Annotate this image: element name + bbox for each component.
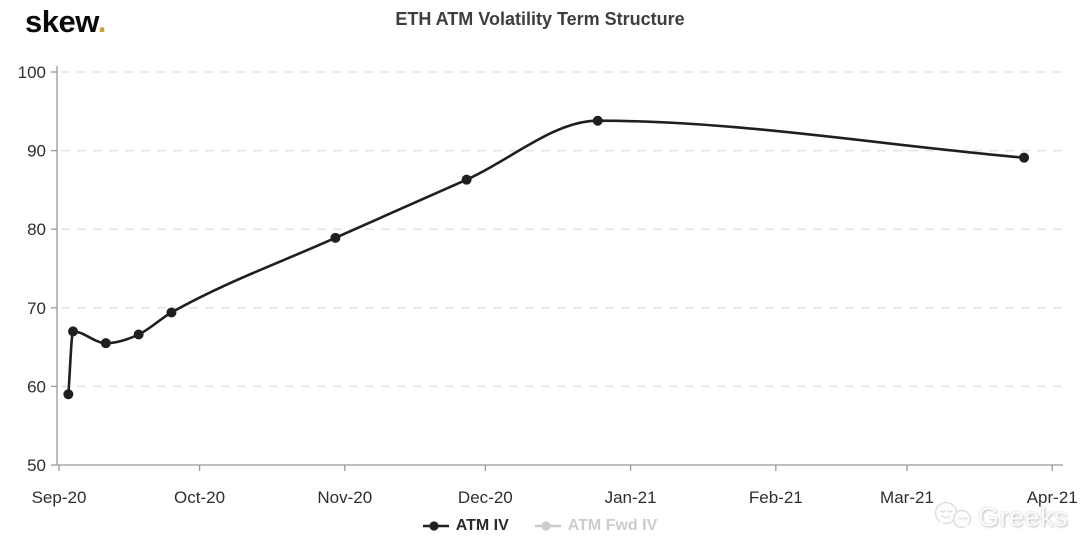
- x-tick-label: Nov-20: [317, 488, 372, 507]
- data-point[interactable]: [63, 389, 74, 400]
- y-tick-label: 90: [27, 142, 46, 161]
- legend-marker-atm-fwd-iv: [534, 521, 561, 531]
- x-tick-label: Sep-20: [32, 488, 87, 507]
- chart-title: ETH ATM Volatility Term Structure: [395, 9, 685, 29]
- data-point[interactable]: [133, 329, 144, 340]
- y-tick-label: 100: [18, 63, 46, 82]
- chat-bubbles-icon: [934, 501, 972, 530]
- skew-logo: skew.: [25, 2, 106, 42]
- series-line-atm-iv: [67, 119, 1026, 396]
- x-tick-label: Mar-21: [880, 488, 934, 507]
- legend-marker-atm-iv: [422, 521, 449, 531]
- legend-label-atm-iv: ATM IV: [455, 517, 509, 534]
- legend-label-atm-fwd-iv: ATM Fwd IV: [567, 517, 658, 534]
- data-point[interactable]: [100, 338, 111, 349]
- logo-dot: .: [97, 4, 107, 39]
- data-point[interactable]: [68, 326, 79, 337]
- y-tick-label: 60: [27, 377, 46, 396]
- y-tick-label: 70: [27, 299, 46, 318]
- y-tick-label: 80: [27, 220, 46, 239]
- data-point[interactable]: [166, 307, 177, 318]
- x-tick-label: Feb-21: [749, 488, 803, 507]
- watermark-text: Greeks: [977, 501, 1068, 532]
- x-tick-label: Jan-21: [605, 488, 657, 507]
- y-tick-label: 50: [27, 456, 46, 475]
- chart-legend: ATM IV ATM Fwd IV: [0, 517, 1080, 535]
- data-point[interactable]: [461, 174, 472, 185]
- data-point[interactable]: [330, 232, 341, 243]
- watermark: Greeks: [931, 500, 1068, 534]
- x-tick-label: Dec-20: [458, 488, 513, 507]
- data-point[interactable]: [1019, 152, 1030, 163]
- x-tick-label: Oct-20: [174, 488, 225, 507]
- legend-item-atm-fwd-iv[interactable]: ATM Fwd IV: [534, 517, 658, 535]
- logo-text: skew: [25, 4, 98, 39]
- legend-item-atm-iv[interactable]: ATM IV: [422, 517, 509, 535]
- x-tick-label: Apr-21: [1027, 488, 1078, 507]
- data-point[interactable]: [592, 115, 603, 126]
